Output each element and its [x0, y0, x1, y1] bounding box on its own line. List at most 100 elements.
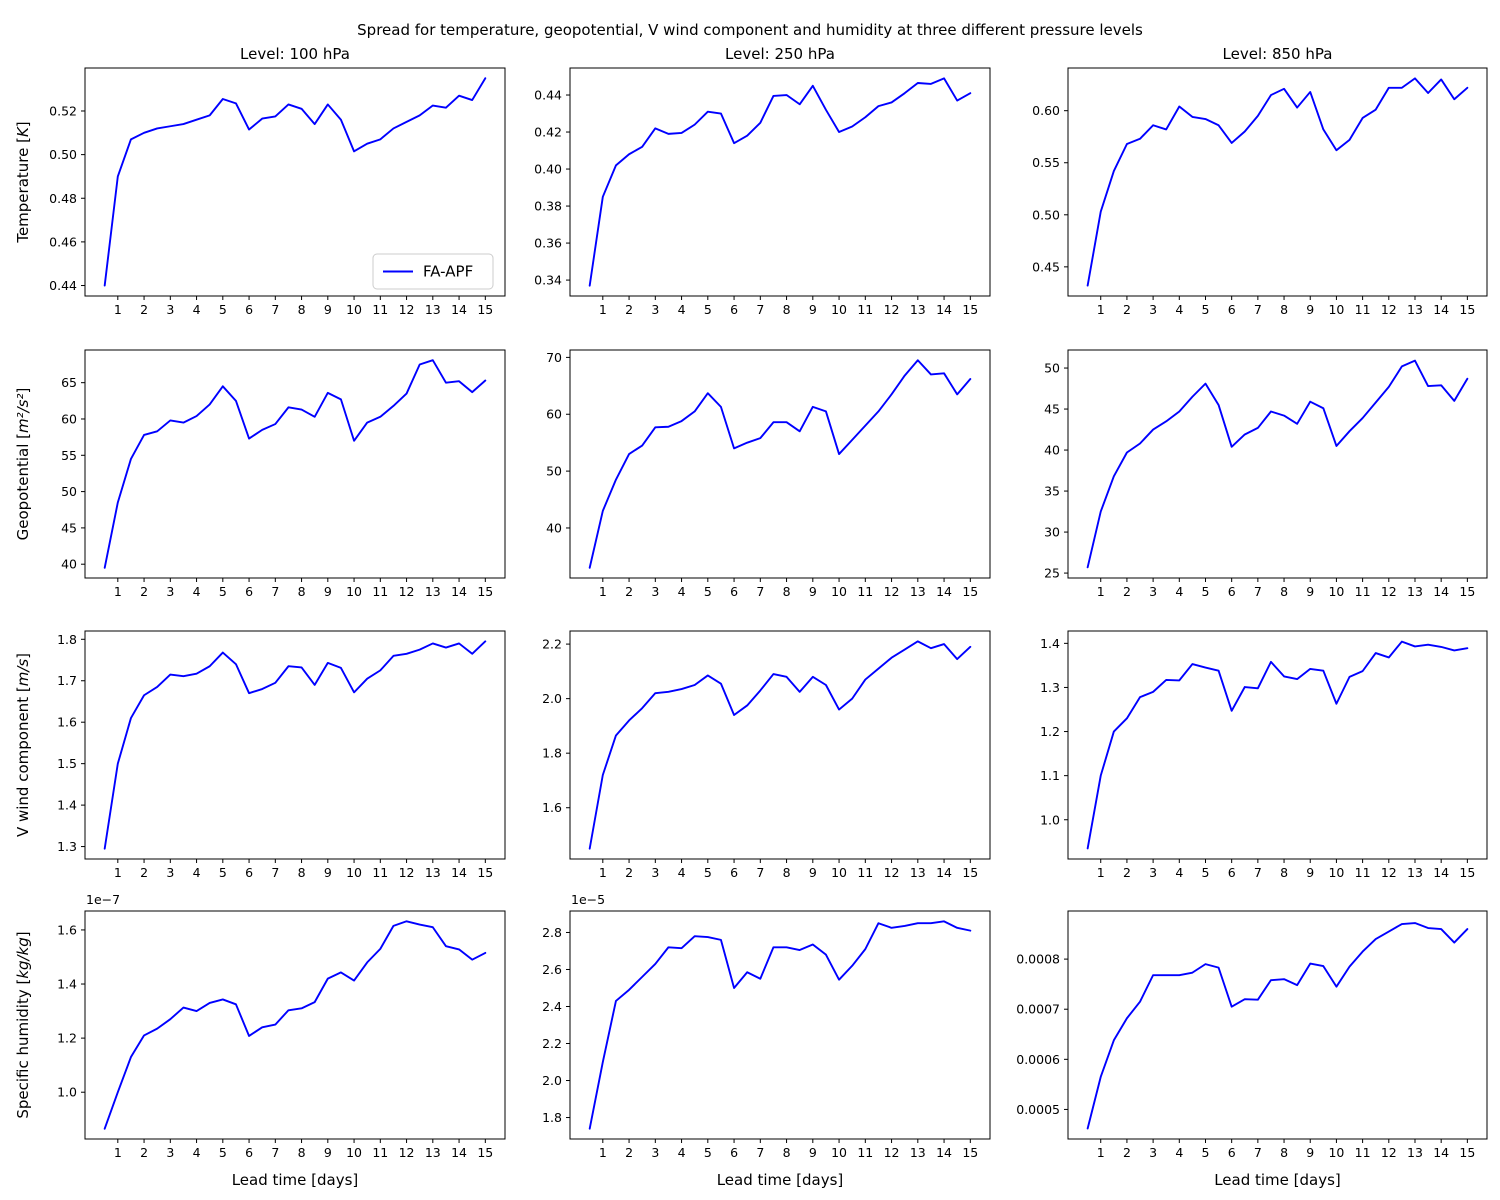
- x-tick-label: 11: [1355, 1145, 1371, 1160]
- x-tick-label: 15: [477, 865, 493, 880]
- subplot-geopotential-100hpa: 1 2 3 4 5 6 7 8 9 10 11 12 13 14 15404550556065Geopote…: [14, 349, 506, 599]
- x-tick-label: 6: [1228, 865, 1236, 880]
- x-tick-label: 1: [599, 584, 607, 599]
- x-tick-label: 5: [1202, 1145, 1210, 1160]
- y-tick-label: 1.3: [1040, 680, 1060, 695]
- x-tick-label: 10: [1328, 1145, 1344, 1160]
- x-tick-label: 1: [1097, 584, 1105, 599]
- x-tick-label: 5: [704, 302, 712, 317]
- subplot-specific-humidity-100hpa: 1 2 3 4 5 6 7 8 9 10 11 12 13 14 151.01.21.41.6Specifi…: [14, 892, 506, 1189]
- axis-offset-label: 1e−7: [86, 892, 120, 907]
- x-tick-label: 4: [1175, 584, 1183, 599]
- x-tick-label: 8: [1280, 302, 1288, 317]
- x-tick-label: 3: [651, 584, 659, 599]
- subplot-specific-humidity-250hpa: 1 2 3 4 5 6 7 8 9 10 11 12 13 14 151.82.02.22.42.62.81…: [542, 892, 991, 1189]
- x-tick-label: 7: [271, 1145, 279, 1160]
- x-tick-label: 1: [1097, 1145, 1105, 1160]
- subplot-temperature-250hpa: 1 2 3 4 5 6 7 8 9 10 11 12 13 14 150.340.360.380.400.4…: [534, 45, 991, 317]
- x-tick-label: 9: [324, 865, 332, 880]
- y-tick-label: 1.1: [1040, 768, 1060, 783]
- y-axis-label: Geopotential [m²/s²]: [14, 388, 32, 541]
- x-tick-label: 2: [140, 1145, 148, 1160]
- figure-title: Spread for temperature, geopotential, V …: [357, 21, 1143, 39]
- y-tick-label: 2.4: [542, 999, 562, 1014]
- axes-frame: [569, 67, 991, 297]
- x-tick-label: 11: [372, 584, 388, 599]
- y-tick-label: 40: [61, 557, 77, 572]
- legend-box: [372, 253, 494, 290]
- x-tick-label: 2: [625, 584, 633, 599]
- x-tick-label: 15: [962, 302, 978, 317]
- y-tick-label: 1.8: [542, 746, 562, 761]
- y-tick-label: 45: [1044, 402, 1060, 417]
- x-tick-label: 9: [324, 584, 332, 599]
- x-tick-label: 3: [1149, 302, 1157, 317]
- y-tick-label: 1.2: [1040, 724, 1060, 739]
- y-tick-label: 2.0: [542, 691, 562, 706]
- subplot-specific-humidity-850hpa: 1 2 3 4 5 6 7 8 9 10 11 12 13 14 150.00050.00060.00070…: [1016, 910, 1488, 1189]
- y-tick-label: 1.0: [57, 1085, 77, 1100]
- x-tick-label: 14: [936, 584, 952, 599]
- y-tick-label: 1.0: [1040, 812, 1060, 827]
- x-tick-label: 7: [271, 302, 279, 317]
- x-tick-label: 15: [477, 302, 493, 317]
- x-tick-label: 15: [1459, 584, 1475, 599]
- subplot-title: Level: 850 hPa: [1223, 45, 1333, 63]
- y-tick-label: 60: [546, 407, 562, 422]
- x-tick-label: 6: [730, 1145, 738, 1160]
- x-tick-label: 8: [1280, 865, 1288, 880]
- x-tick-label: 4: [193, 302, 201, 317]
- y-tick-label: 1.8: [542, 1110, 562, 1125]
- x-tick-label: 1: [114, 584, 122, 599]
- x-tick-label: 8: [783, 865, 791, 880]
- axes-frame: [569, 630, 991, 860]
- y-tick-label: 1.4: [1040, 636, 1060, 651]
- x-tick-label: 10: [346, 302, 362, 317]
- x-tick-label: 6: [730, 865, 738, 880]
- x-tick-label: 10: [831, 865, 847, 880]
- y-tick-label: 2.2: [542, 1036, 562, 1051]
- subplot-v-wind-100hpa: 1 2 3 4 5 6 7 8 9 10 11 12 13 14 151.31.41.51.61.71.8V…: [14, 630, 506, 880]
- x-tick-label: 13: [1407, 865, 1423, 880]
- x-tick-label: 14: [936, 1145, 952, 1160]
- subplot-temperature-100hpa: 1 2 3 4 5 6 7 8 9 10 11 12 13 14 150.440.460.480.500.5…: [14, 45, 506, 317]
- x-tick-label: 4: [193, 584, 201, 599]
- subplot-temperature-850hpa: 1 2 3 4 5 6 7 8 9 10 11 12 13 14 150.450.500.550.60Lev…: [1032, 45, 1488, 317]
- series-line: [1086, 359, 1469, 569]
- x-tick-label: 2: [140, 302, 148, 317]
- x-tick-label: 3: [651, 1145, 659, 1160]
- x-tick-label: 15: [1459, 302, 1475, 317]
- x-tick-label: 1: [114, 865, 122, 880]
- x-tick-label: 5: [1202, 584, 1210, 599]
- x-tick-label: 10: [346, 1145, 362, 1160]
- x-tick-label: 9: [809, 584, 817, 599]
- y-tick-label: 2.6: [542, 962, 562, 977]
- x-tick-label: 7: [271, 584, 279, 599]
- x-tick-label: 13: [425, 1145, 441, 1160]
- series-line: [1086, 922, 1469, 1130]
- x-tick-label: 13: [425, 302, 441, 317]
- y-tick-label: 0.0005: [1016, 1102, 1060, 1117]
- y-tick-label: 2.2: [542, 637, 562, 652]
- x-tick-label: 5: [704, 865, 712, 880]
- x-tick-label: 6: [245, 1145, 253, 1160]
- x-tick-label: 6: [245, 584, 253, 599]
- axes-frame: [569, 349, 991, 579]
- y-tick-label: 1.4: [57, 977, 77, 992]
- x-tick-label: 2: [140, 865, 148, 880]
- x-tick-label: 7: [756, 865, 764, 880]
- x-tick-label: 14: [1433, 584, 1449, 599]
- x-tick-label: 4: [678, 302, 686, 317]
- y-tick-label: 1.2: [57, 1031, 77, 1046]
- x-tick-label: 11: [857, 865, 873, 880]
- x-tick-label: 4: [678, 1145, 686, 1160]
- y-tick-label: 0.0007: [1016, 1002, 1060, 1017]
- y-tick-label: 1.7: [57, 673, 77, 688]
- y-tick-label: 65: [61, 375, 77, 390]
- x-tick-label: 4: [1175, 1145, 1183, 1160]
- x-tick-label: 12: [399, 865, 415, 880]
- axes-frame: [84, 349, 506, 579]
- x-tick-label: 11: [857, 584, 873, 599]
